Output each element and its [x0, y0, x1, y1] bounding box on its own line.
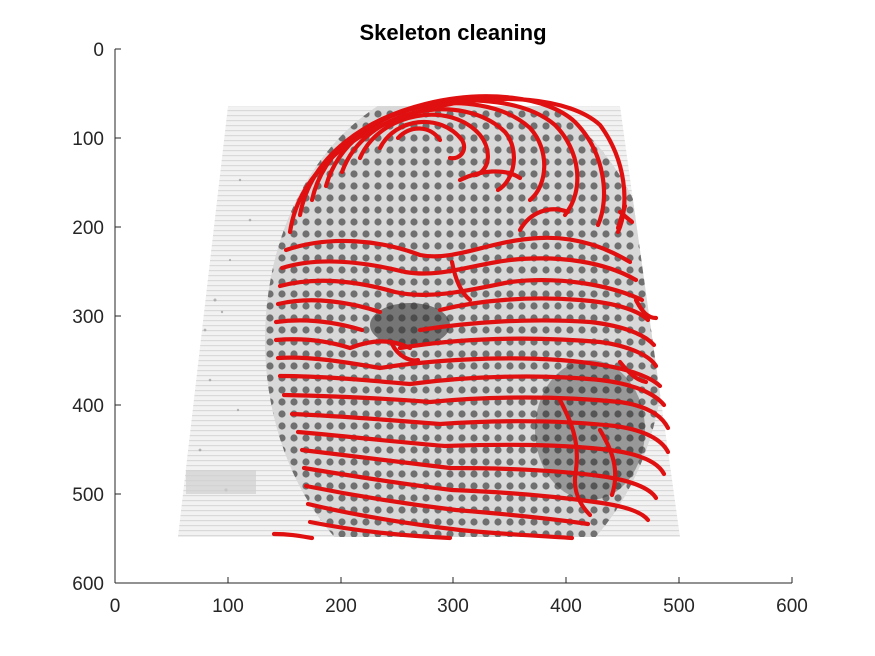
y-tick-label: 400 — [72, 396, 104, 417]
x-tick-label: 600 — [776, 596, 808, 617]
x-tick-label: 500 — [663, 596, 695, 617]
x-tick-label: 0 — [110, 596, 121, 617]
skeleton-overlay — [271, 94, 671, 541]
y-tick-label: 600 — [72, 574, 104, 595]
x-tick-label: 400 — [550, 596, 582, 617]
fingerprint-image — [178, 94, 680, 541]
x-tick-label: 100 — [212, 596, 244, 617]
x-tick-label: 200 — [325, 596, 357, 617]
x-axis: 0 100 200 300 400 500 600 — [110, 577, 808, 617]
y-axis: 0 100 200 300 400 500 600 — [72, 40, 121, 595]
y-tick-label: 0 — [93, 40, 104, 61]
x-tick-label: 300 — [437, 596, 469, 617]
y-tick-label: 200 — [72, 218, 104, 239]
y-tick-label: 300 — [72, 307, 104, 328]
chart-title: Skeleton cleaning — [359, 20, 546, 45]
y-tick-label: 100 — [72, 129, 104, 150]
y-tick-label: 500 — [72, 485, 104, 506]
